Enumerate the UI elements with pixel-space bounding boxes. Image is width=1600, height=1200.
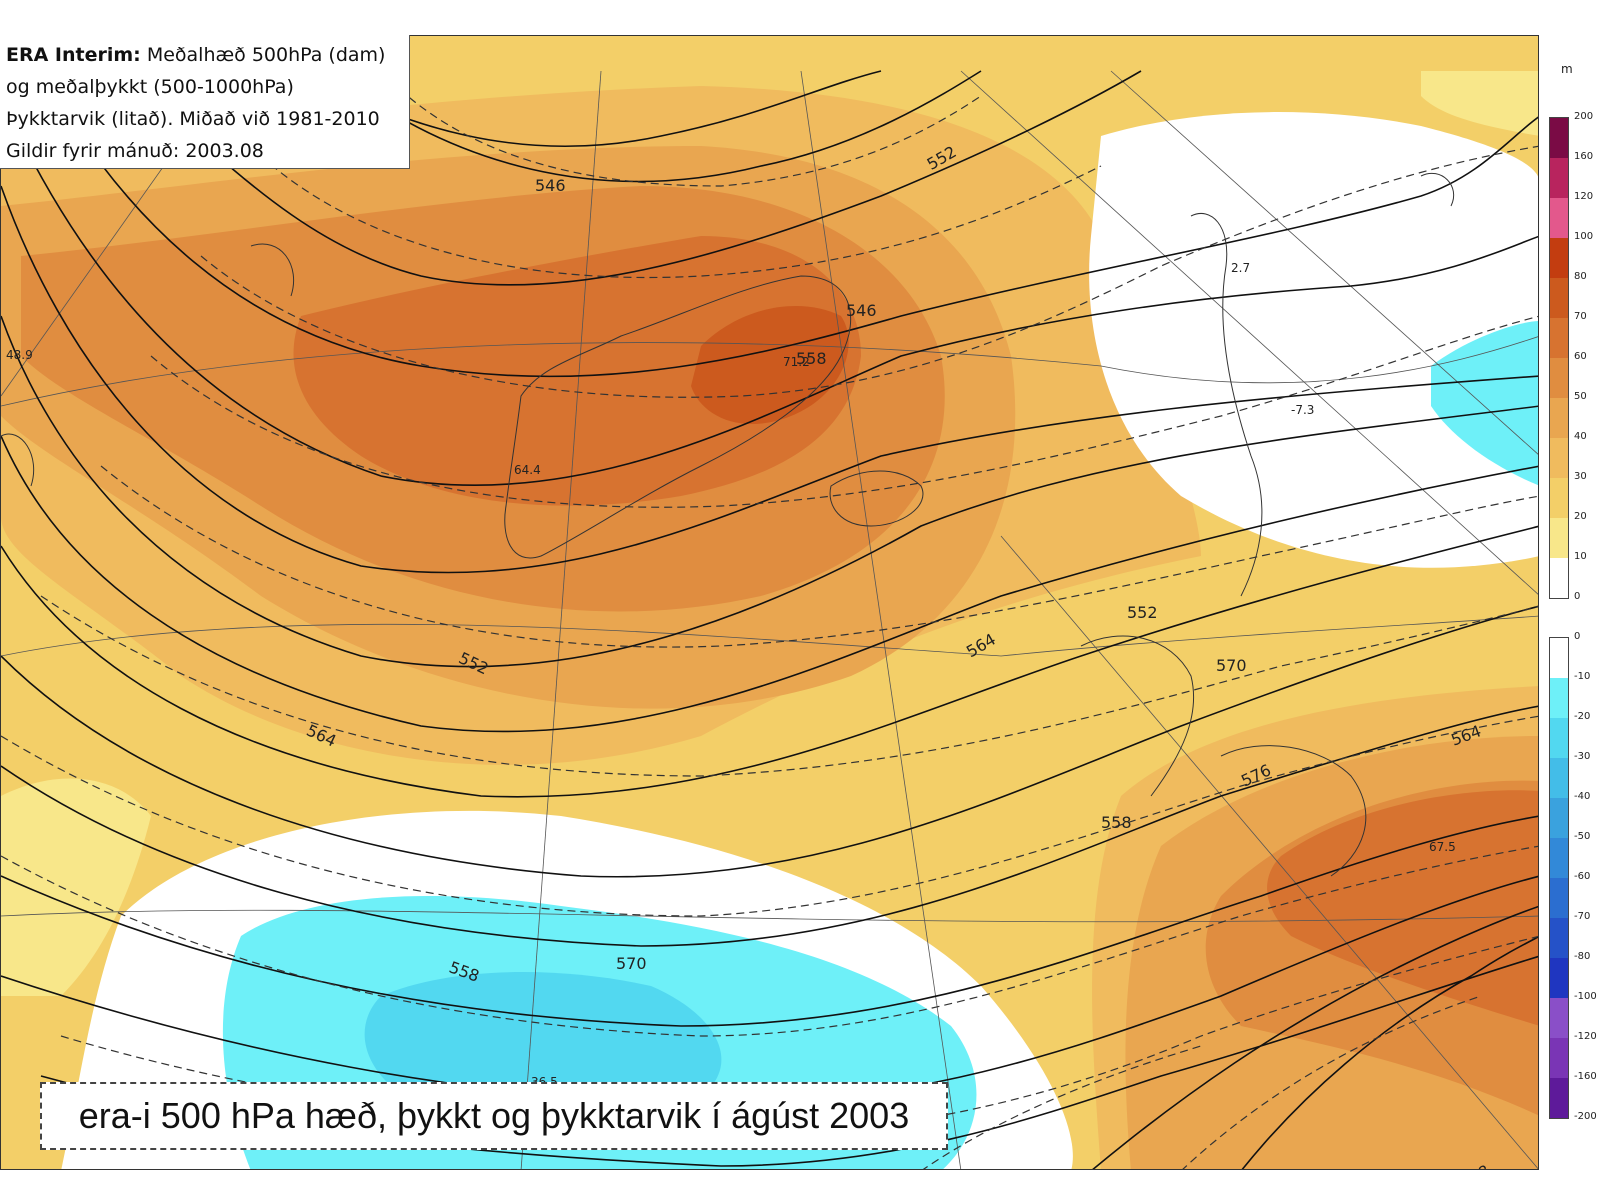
value-labels: 48.9 64.4 71.2 -7.3 2.7 67.5 36.5	[6, 261, 1456, 1089]
map-frame: 546 552 558 546 552 552 564 564 570 576 …	[0, 35, 1539, 1170]
colorbar-tick-label: -60	[1574, 871, 1591, 882]
label-552-east: 552	[1127, 603, 1158, 622]
colorbar-segment	[1550, 758, 1568, 798]
colorbar-tick-label: 80	[1574, 271, 1587, 282]
legend-unit: m	[1561, 62, 1573, 76]
colorbar-tick-label: 70	[1574, 311, 1587, 322]
graticule	[1, 70, 1538, 1169]
label-546-mid: 546	[846, 301, 877, 320]
label-546-top: 546	[535, 176, 566, 195]
anomaly-60-70-east	[1267, 790, 1538, 1026]
colorbar-tick-label: -40	[1574, 791, 1591, 802]
colorbar-segment	[1550, 358, 1568, 398]
label-558: 558	[796, 349, 827, 368]
anomaly-neg-ne	[1431, 321, 1538, 486]
anomaly-60-70	[293, 236, 861, 506]
label-570-east: 570	[1216, 656, 1247, 675]
colorbar-segment	[1550, 318, 1568, 358]
info-line-4: Gildir fyrir mánuð: 2003.08	[6, 140, 264, 162]
value-label-64-4: 64.4	[514, 463, 541, 477]
colorbar-tick-label: -200	[1574, 1111, 1597, 1122]
colorbar-tick-label: 50	[1574, 391, 1587, 402]
value-label-67-5: 67.5	[1429, 840, 1456, 854]
colorbar-segment	[1550, 798, 1568, 838]
colorbar-segment	[1550, 518, 1568, 558]
colorbar-segment	[1550, 238, 1568, 278]
colorbar-tick-label: 120	[1574, 191, 1594, 202]
colorbar-tick-label: 0	[1574, 631, 1581, 642]
colorbar-segment	[1550, 958, 1568, 998]
colorbar-segment	[1550, 838, 1568, 878]
colorbar-tick-label: 200	[1574, 111, 1594, 122]
colorbar-tick-label: -70	[1574, 911, 1591, 922]
colorbar-tick-label: 60	[1574, 351, 1587, 362]
caption: era-i 500 hPa hæð, þykkt og þykktarvik í…	[40, 1082, 948, 1150]
colorbar-segment	[1550, 278, 1568, 318]
anomaly-map: 546 552 558 546 552 552 564 564 570 576 …	[1, 36, 1538, 1170]
colorbar-tick-label: -50	[1574, 831, 1591, 842]
info-source: ERA Interim:	[6, 44, 141, 66]
colorbar-segment	[1550, 998, 1568, 1038]
colorbar-negative	[1549, 637, 1569, 1119]
info-line-3: Þykktarvik (litað). Miðað við 1981-2010	[6, 108, 380, 130]
map-info-box: ERA Interim: Meðalhæð 500hPa (dam) og me…	[0, 35, 410, 169]
colorbar-segment	[1550, 1078, 1568, 1118]
colorbar-tick-label: -100	[1574, 991, 1597, 1002]
colorbar-tick-label: 100	[1574, 231, 1594, 242]
colorbar-segment	[1550, 718, 1568, 758]
colorbar-positive	[1549, 117, 1569, 599]
anomaly-70-80	[691, 306, 849, 425]
info-line-1: ERA Interim: Meðalhæð 500hPa (dam)	[6, 39, 403, 71]
colorbar-tick-label: -120	[1574, 1031, 1597, 1042]
info-line-2: og meðalþykkt (500-1000hPa)	[6, 76, 294, 98]
colorbar-segment	[1550, 1038, 1568, 1078]
anomaly-zero-ne	[1089, 112, 1538, 568]
value-label-71-2: 71.2	[783, 355, 810, 369]
colorbar-segment	[1550, 478, 1568, 518]
colorbar-segment	[1550, 438, 1568, 478]
anomaly-10-20-ne	[1421, 71, 1538, 136]
value-label-48-9: 48.9	[6, 348, 33, 362]
colorbar-tick-label: 10	[1574, 551, 1587, 562]
colorbar-tick-label: 0	[1574, 591, 1581, 602]
colorbar-tick-label: 30	[1574, 471, 1587, 482]
label-570-south: 570	[616, 954, 647, 973]
coastlines	[1, 172, 1455, 877]
colorbar-segment	[1550, 638, 1568, 678]
colorbar-segment	[1550, 678, 1568, 718]
colorbar-segment	[1550, 118, 1568, 158]
colorbar-segment	[1550, 398, 1568, 438]
colorbar-segment	[1550, 158, 1568, 198]
colorbar-tick-label: 20	[1574, 511, 1587, 522]
colorbar-tick-label: -20	[1574, 711, 1591, 722]
colorbar-tick-label: -80	[1574, 951, 1591, 962]
colorbar-tick-label: -30	[1574, 751, 1591, 762]
value-label-2-7: 2.7	[1231, 261, 1250, 275]
colorbar-segment	[1550, 198, 1568, 238]
label-558-east: 558	[1101, 813, 1132, 832]
value-label-neg-7-3: -7.3	[1291, 403, 1314, 417]
info-variable: Meðalhæð 500hPa (dam)	[140, 44, 386, 66]
colorbar-tick-label: 160	[1574, 151, 1594, 162]
anomaly-10-20-sw	[1, 778, 151, 996]
colorbar-segment	[1550, 878, 1568, 918]
colorbar-tick-label: -160	[1574, 1071, 1597, 1082]
colorbar-segment	[1550, 918, 1568, 958]
contour-labels: 546 552 558 546 552 552 564 564 570 576 …	[304, 142, 1494, 1170]
colorbar-tick-label: 40	[1574, 431, 1587, 442]
colorbar-tick-label: -10	[1574, 671, 1591, 682]
colorbar-segment	[1550, 558, 1568, 598]
label-588: 588	[1458, 1161, 1494, 1170]
